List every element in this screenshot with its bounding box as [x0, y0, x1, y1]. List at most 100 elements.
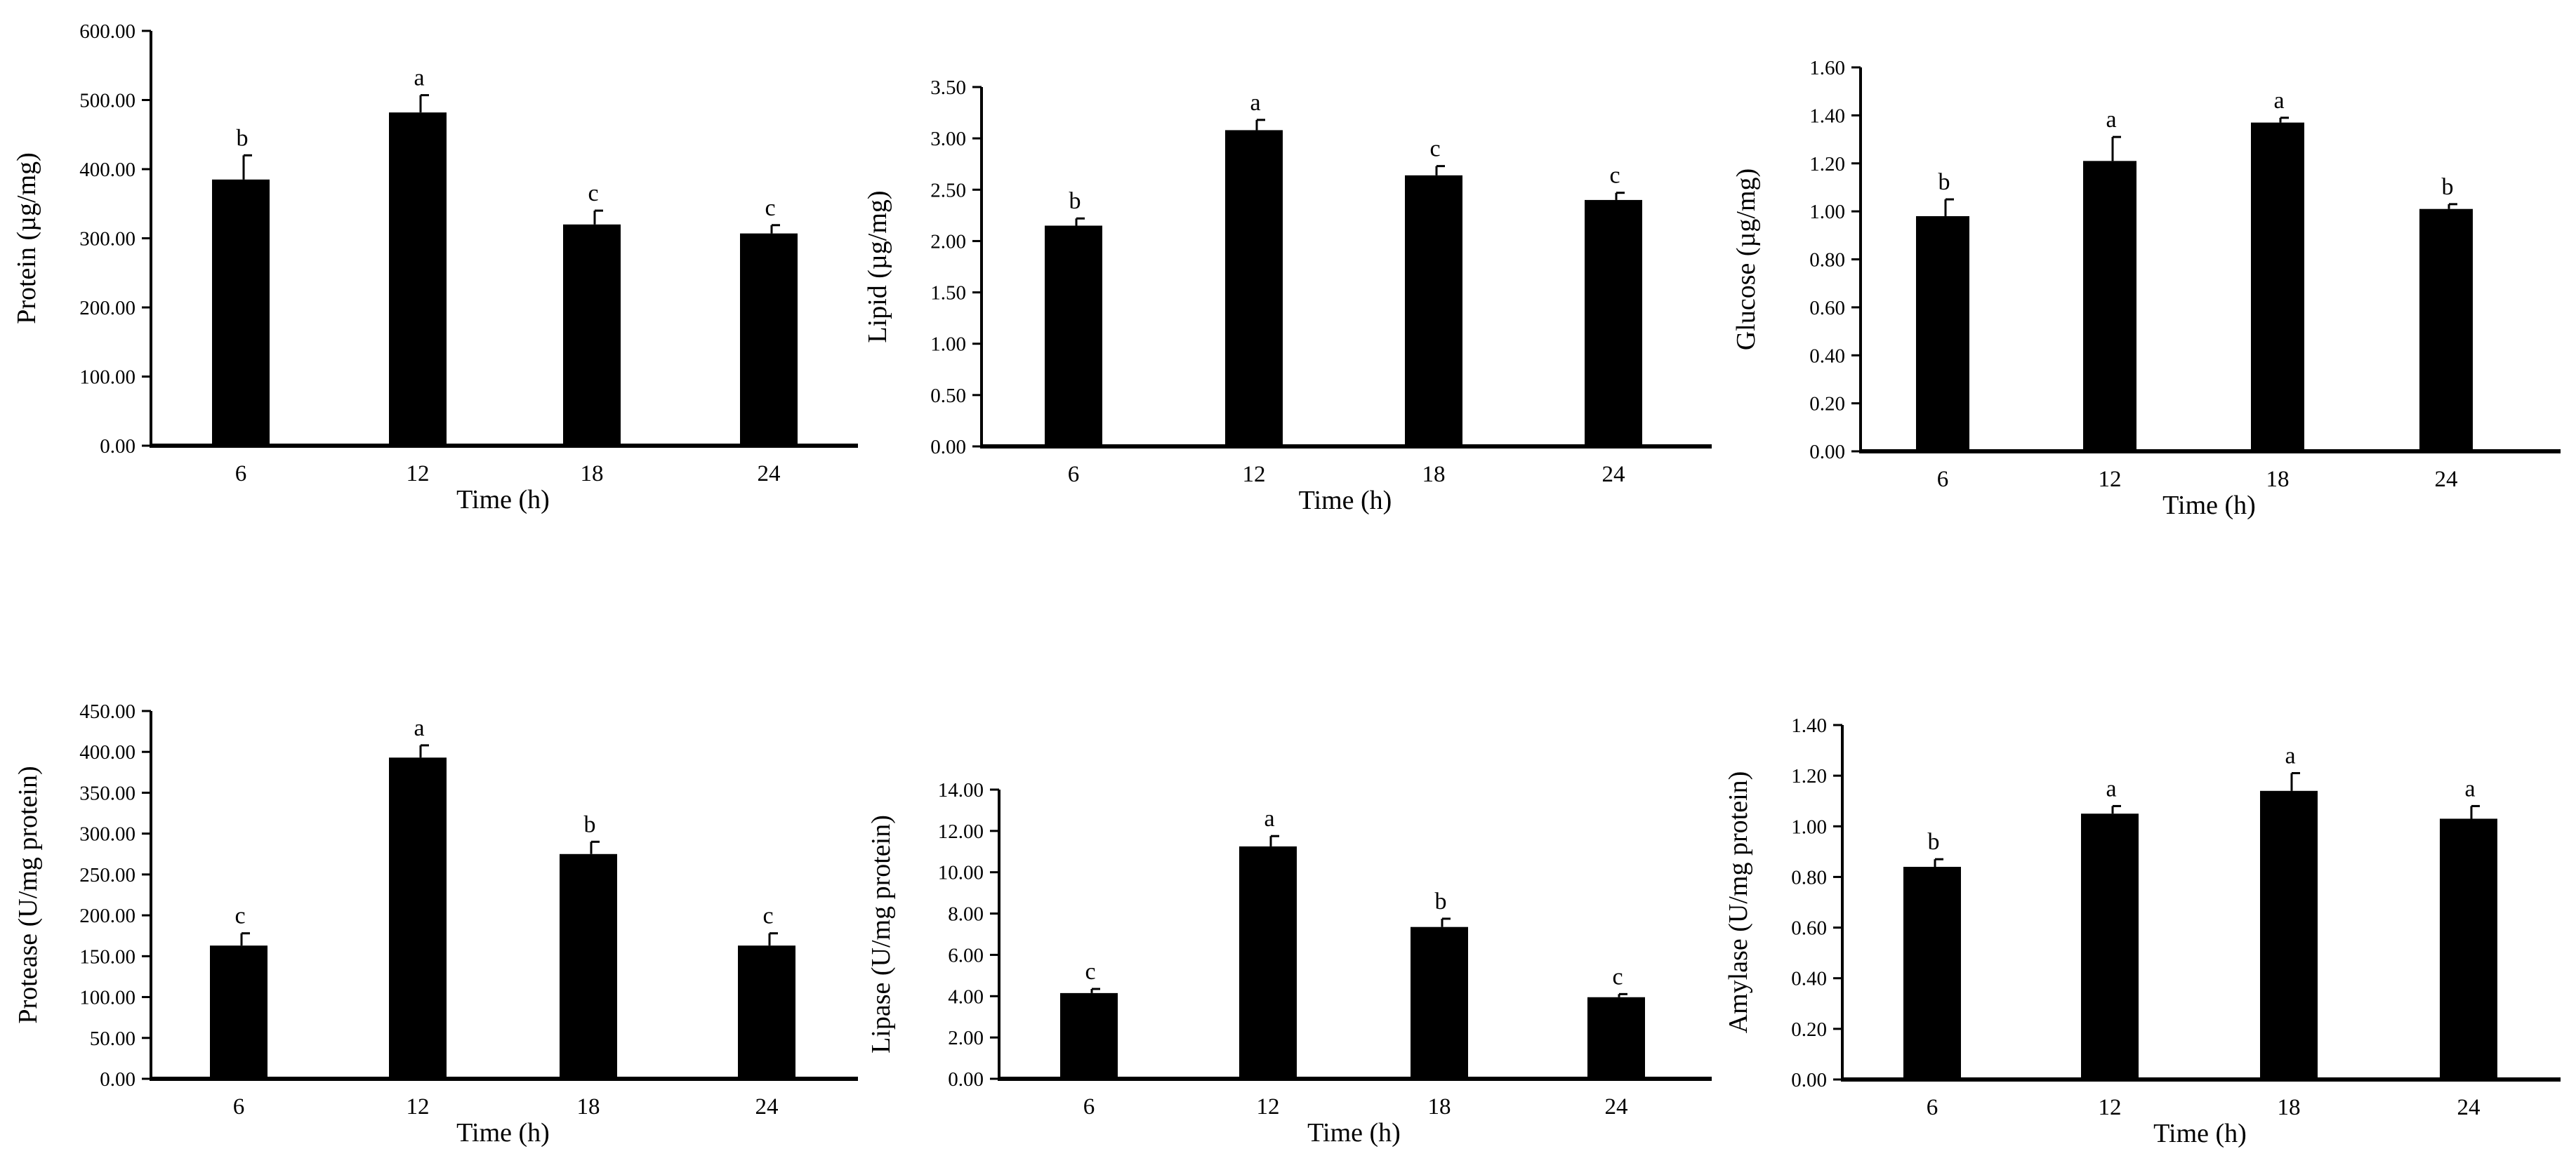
y-axis-title: Protease (U/mg protein): [13, 766, 43, 1023]
y-tick-label: 1.40: [1791, 715, 1827, 737]
y-tick-label: 1.20: [1809, 153, 1845, 175]
bar-24h: [738, 945, 795, 1079]
x-tick-label: 24: [2435, 467, 2458, 492]
y-tick-label: 400.00: [79, 159, 136, 181]
chart-panel-3: 0.00 0.20 0.40 0.60 0.80 1.00 1.20 1.40 1.60 b 6 a 1…: [1731, 57, 2561, 520]
significance-letter: c: [1429, 136, 1440, 162]
x-tick-label: 12: [407, 1094, 430, 1120]
x-axis-title: Time (h): [1299, 486, 1392, 515]
bar-12h: [389, 757, 447, 1079]
significance-letter: a: [2106, 776, 2116, 802]
y-tick-label: 450.00: [79, 700, 136, 723]
x-tick-label: 12: [407, 461, 430, 486]
y-axis-title: Amylase (U/mg protein): [1724, 771, 1753, 1034]
bar-18h: [2251, 122, 2304, 451]
y-tick-label: 0.60: [1809, 297, 1845, 319]
bar-12h: [389, 112, 447, 446]
y-tick-label: 0.50: [930, 385, 966, 407]
y-tick-label: 100.00: [79, 366, 136, 389]
y-tick-label: 0.00: [930, 436, 966, 458]
y-tick-label: 2.00: [930, 230, 966, 253]
significance-letter: a: [2106, 107, 2116, 133]
y-axis-title: Lipase (U/mg protein): [866, 815, 896, 1054]
y-tick-label: 0.60: [1791, 917, 1827, 940]
significance-letter: c: [762, 903, 773, 929]
y-tick-label: 12.00: [938, 821, 984, 843]
significance-letter: c: [235, 903, 245, 929]
y-tick-label: 200.00: [79, 297, 136, 319]
chart-panel-2: 0.00 0.50 1.00 1.50 2.00 2.50 3.00 3.50 b 6 a 12 c 18…: [863, 77, 1712, 515]
x-tick-label: 6: [233, 1094, 245, 1120]
y-tick-label: 2.50: [930, 179, 966, 201]
significance-letter: c: [1085, 959, 1095, 985]
significance-letter: a: [414, 65, 424, 91]
significance-letter: b: [1928, 829, 1940, 855]
y-tick-label: 2.00: [948, 1027, 984, 1049]
y-tick-label: 3.50: [930, 77, 966, 99]
bar-6h: [1045, 225, 1102, 446]
y-tick-label: 400.00: [79, 741, 136, 764]
x-tick-label: 24: [755, 1094, 779, 1120]
y-tick-label: 0.00: [1791, 1069, 1827, 1091]
x-axis-title: Time (h): [2153, 1119, 2247, 1148]
significance-letter: b: [2442, 174, 2454, 200]
x-tick-label: 6: [1927, 1095, 1938, 1120]
y-tick-label: 200.00: [79, 905, 136, 927]
x-tick-label: 6: [1937, 467, 1949, 492]
y-tick-label: 100.00: [79, 987, 136, 1009]
bar-24h: [1585, 199, 1642, 446]
y-tick-label: 10.00: [938, 862, 984, 884]
x-tick-label: 18: [2266, 467, 2290, 492]
significance-letter: c: [1612, 964, 1623, 990]
y-tick-label: 50.00: [90, 1028, 136, 1050]
bar-6h: [1060, 992, 1118, 1079]
y-tick-label: 1.00: [1809, 201, 1845, 223]
y-tick-label: 0.20: [1791, 1018, 1827, 1041]
y-tick-label: 0.40: [1791, 968, 1827, 990]
bar-18h: [1411, 926, 1468, 1079]
x-tick-label: 18: [581, 461, 604, 486]
significance-letter: a: [1264, 806, 1274, 832]
bar-6h: [210, 945, 267, 1079]
y-axis-title: Protein (µg/mg): [12, 152, 41, 324]
x-tick-label: 18: [1422, 462, 1446, 487]
y-tick-label: 1.20: [1791, 765, 1827, 788]
significance-letter: a: [1250, 90, 1260, 116]
significance-letter: c: [588, 180, 598, 206]
y-tick-label: 1.00: [1791, 816, 1827, 838]
x-tick-label: 18: [2278, 1095, 2301, 1120]
significance-letter: c: [1609, 163, 1620, 189]
y-tick-label: 0.40: [1809, 345, 1845, 367]
y-tick-label: 350.00: [79, 782, 136, 804]
x-axis-title: Time (h): [456, 485, 550, 514]
x-tick-label: 6: [235, 461, 247, 486]
y-tick-label: 250.00: [79, 864, 136, 886]
bar-12h: [1225, 130, 1283, 446]
x-tick-label: 12: [2099, 467, 2122, 492]
y-tick-label: 0.80: [1809, 249, 1845, 272]
significance-letter: a: [2273, 88, 2284, 114]
bar-12h: [2081, 813, 2139, 1079]
bar-6h: [1916, 215, 1969, 451]
bar-24h: [1587, 997, 1645, 1079]
y-tick-label: 300.00: [79, 823, 136, 846]
y-tick-label: 300.00: [79, 228, 136, 251]
significance-letter: a: [2464, 776, 2475, 802]
bar-24h: [2440, 818, 2497, 1079]
bar-24h: [740, 233, 798, 446]
y-tick-label: 0.80: [1791, 866, 1827, 889]
y-tick-label: 500.00: [79, 90, 136, 112]
y-tick-label: 6.00: [948, 944, 984, 966]
significance-letter: b: [237, 125, 249, 151]
significance-letter: c: [765, 195, 775, 221]
bar-6h: [1903, 867, 1961, 1079]
x-tick-label: 12: [2099, 1095, 2122, 1120]
y-tick-label: 1.60: [1809, 57, 1845, 79]
x-tick-label: 6: [1083, 1094, 1095, 1120]
y-tick-label: 0.00: [1809, 441, 1845, 463]
y-axis-title: Lipid (µg/mg): [863, 190, 892, 343]
x-tick-label: 24: [1605, 1094, 1628, 1120]
bar-24h: [2419, 208, 2473, 451]
bar-12h: [1239, 846, 1297, 1079]
bar-12h: [2083, 161, 2136, 452]
